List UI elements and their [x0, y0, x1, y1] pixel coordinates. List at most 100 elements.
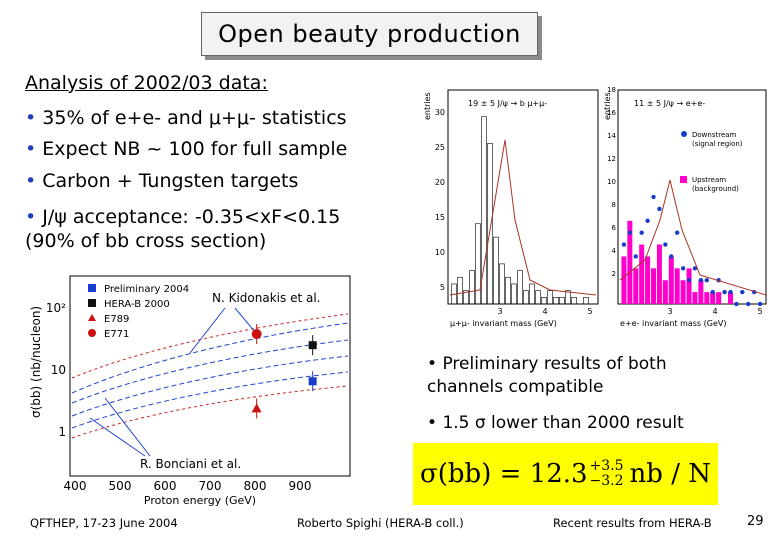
- formula-unit: nb / N: [629, 459, 711, 489]
- mumu-plot-frame: [447, 89, 599, 305]
- mumu-bar: [511, 283, 517, 305]
- ee-upstream-bar: [651, 268, 657, 304]
- ee-downstream-point: [686, 278, 692, 283]
- footer-talk-title: Recent results from HERA-B: [553, 516, 712, 530]
- xsec-point: [308, 377, 317, 386]
- svg-text:30: 30: [435, 108, 445, 117]
- svg-text:14: 14: [607, 132, 616, 140]
- result-lower: • 1.5 σ lower than 2000 result: [427, 411, 684, 435]
- mumu-signal-label: 19 ± 5 J/ψ → b μ+μ-: [468, 99, 547, 108]
- legend-prelim-marker: [88, 284, 96, 292]
- svg-text:900: 900: [289, 479, 312, 493]
- ee-upstream-bar: [656, 244, 662, 304]
- ee-downstream-point: [734, 301, 739, 307]
- mumu-bar: [475, 223, 481, 305]
- svg-text:10: 10: [51, 363, 66, 377]
- svg-text:20: 20: [435, 178, 445, 187]
- bullet-dot: •: [25, 107, 37, 129]
- slide-title: Open beauty production: [218, 20, 521, 48]
- ee-downstream-point: [757, 301, 763, 307]
- mumu-bar: [535, 290, 541, 305]
- ee-downstream-point: [645, 218, 650, 223]
- svg-text:10: 10: [607, 178, 616, 186]
- mumu-x-ticks: 3 4 5: [497, 307, 592, 316]
- analysis-heading: Analysis of 2002/03 data:: [25, 72, 268, 94]
- ee-upstream-bar: [698, 280, 704, 304]
- bullet-dot: •: [25, 170, 37, 192]
- mumu-bar: [565, 290, 571, 305]
- mumu-bar: [463, 290, 469, 305]
- ee-downstream-point: [627, 230, 633, 235]
- ee-upstream-bar: [716, 292, 722, 304]
- xsec-y-ticks: 10² 10 1: [46, 301, 66, 439]
- legend-e789-marker: [88, 314, 96, 321]
- bullet-text: 35% of e+e- and μ+μ- statistics: [42, 107, 347, 129]
- ee-upstream-bar: [680, 280, 686, 304]
- ee-downstream-point: [663, 242, 668, 247]
- ee-downstream-point: [698, 278, 704, 283]
- result-text: Preliminary results of both: [442, 354, 667, 374]
- svg-text:12: 12: [607, 155, 616, 163]
- ee-downstream-point: [675, 230, 680, 235]
- legend-herab: HERA-B 2000: [104, 299, 170, 310]
- svg-text:10²: 10²: [46, 301, 66, 315]
- xsec-xlabel: Proton energy (GeV): [144, 494, 256, 507]
- mumu-ylabel: entries: [423, 92, 432, 120]
- result-compatible-line2: channels compatible: [427, 377, 604, 397]
- mumu-bar: [457, 276, 463, 305]
- mumu-bar: [523, 290, 529, 305]
- ee-legend-downstream: Downstream: [692, 131, 737, 139]
- bullet-dot: •: [25, 138, 37, 160]
- ee-downstream-point: [740, 289, 745, 295]
- mumu-xlabel: μ+μ- invariant mass (GeV): [450, 319, 557, 328]
- ee-downstream-point: [710, 289, 715, 295]
- ee-downstream-point: [669, 254, 674, 259]
- ee-downstream-point: [728, 289, 733, 295]
- ee-plot-frame: [617, 89, 767, 305]
- ee-downstream-point: [722, 289, 727, 295]
- svg-text:25: 25: [435, 143, 445, 152]
- mumu-bar: [553, 297, 559, 305]
- mass-spectra-figure: entries 30 25 20 15 10 5 19 ± 5 J/ψ → b …: [420, 80, 772, 332]
- svg-text:15: 15: [435, 213, 445, 222]
- acceptance-subtext: (90% of bb cross section): [25, 230, 267, 252]
- bullet-acceptance: • J/ψ acceptance: -0.35<xF<0.15: [25, 202, 340, 233]
- xsec-x-ticks: 400 500 600 700 800 900: [64, 479, 312, 493]
- svg-text:5: 5: [440, 283, 445, 292]
- ee-upstream-bar: [686, 268, 692, 304]
- ee-upstream-bar: [645, 256, 651, 304]
- formula-lhs: σ(bb) = 12.3: [420, 459, 588, 489]
- formula-minus: −3.2: [589, 473, 624, 489]
- ee-upstream-bar: [621, 256, 627, 304]
- svg-text:3: 3: [497, 307, 502, 316]
- svg-text:5: 5: [587, 307, 592, 316]
- bullet-text: Carbon + Tungsten targets: [42, 170, 299, 192]
- ee-upstream-bar: [710, 292, 716, 304]
- ee-upstream-bar: [727, 292, 733, 304]
- ee-downstream-point: [704, 278, 709, 283]
- mumu-histogram: [451, 116, 589, 305]
- mumu-bar: [583, 297, 589, 305]
- formula-errors: +3.5 −3.2: [590, 459, 624, 489]
- svg-text:4: 4: [712, 307, 717, 316]
- mumu-bar: [469, 270, 475, 305]
- result-text: 1.5 σ lower than 2000 result: [442, 413, 684, 433]
- ee-downstream-point: [633, 254, 638, 259]
- downstream-legend-marker: [681, 131, 687, 137]
- xsec-data-points: [251, 324, 317, 419]
- bullet-dot: •: [427, 354, 438, 374]
- svg-text:4: 4: [542, 307, 547, 316]
- xsec-plot-frame: [69, 275, 351, 477]
- xsec-point: [251, 329, 262, 340]
- bullet-text: Expect NB ~ 100 for full sample: [42, 138, 348, 160]
- bullet-statistics: • 35% of e+e- and μ+μ- statistics: [25, 103, 347, 134]
- svg-text:500: 500: [109, 479, 132, 493]
- ee-legend-upstream: Upstream: [692, 176, 726, 184]
- mumu-bar: [559, 297, 565, 305]
- xsec-point: [251, 403, 262, 413]
- ee-histogram: [621, 194, 763, 307]
- svg-text:3: 3: [667, 307, 672, 316]
- legend-e789: E789: [104, 314, 129, 325]
- bullet-targets: • Carbon + Tungsten targets: [25, 166, 298, 197]
- svg-text:5: 5: [757, 307, 762, 316]
